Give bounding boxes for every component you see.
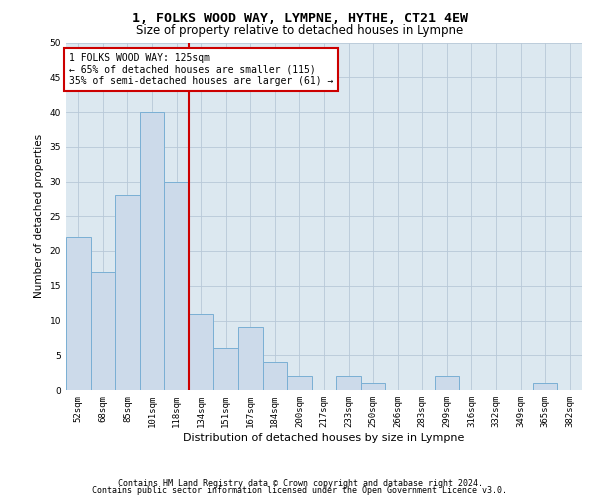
Text: 1, FOLKS WOOD WAY, LYMPNE, HYTHE, CT21 4EW: 1, FOLKS WOOD WAY, LYMPNE, HYTHE, CT21 4… bbox=[132, 12, 468, 26]
Text: Contains public sector information licensed under the Open Government Licence v3: Contains public sector information licen… bbox=[92, 486, 508, 495]
X-axis label: Distribution of detached houses by size in Lympne: Distribution of detached houses by size … bbox=[184, 432, 464, 442]
Text: Size of property relative to detached houses in Lympne: Size of property relative to detached ho… bbox=[136, 24, 464, 37]
Bar bbox=[238, 328, 263, 390]
Bar bbox=[533, 383, 557, 390]
Bar bbox=[336, 376, 361, 390]
Bar bbox=[164, 182, 189, 390]
Bar bbox=[115, 196, 140, 390]
Y-axis label: Number of detached properties: Number of detached properties bbox=[34, 134, 44, 298]
Bar bbox=[91, 272, 115, 390]
Bar bbox=[214, 348, 238, 390]
Bar bbox=[140, 112, 164, 390]
Text: 1 FOLKS WOOD WAY: 125sqm
← 65% of detached houses are smaller (115)
35% of semi-: 1 FOLKS WOOD WAY: 125sqm ← 65% of detach… bbox=[68, 53, 333, 86]
Bar bbox=[287, 376, 312, 390]
Bar bbox=[66, 237, 91, 390]
Bar bbox=[263, 362, 287, 390]
Bar bbox=[189, 314, 214, 390]
Bar bbox=[361, 383, 385, 390]
Text: Contains HM Land Registry data © Crown copyright and database right 2024.: Contains HM Land Registry data © Crown c… bbox=[118, 478, 482, 488]
Bar bbox=[434, 376, 459, 390]
